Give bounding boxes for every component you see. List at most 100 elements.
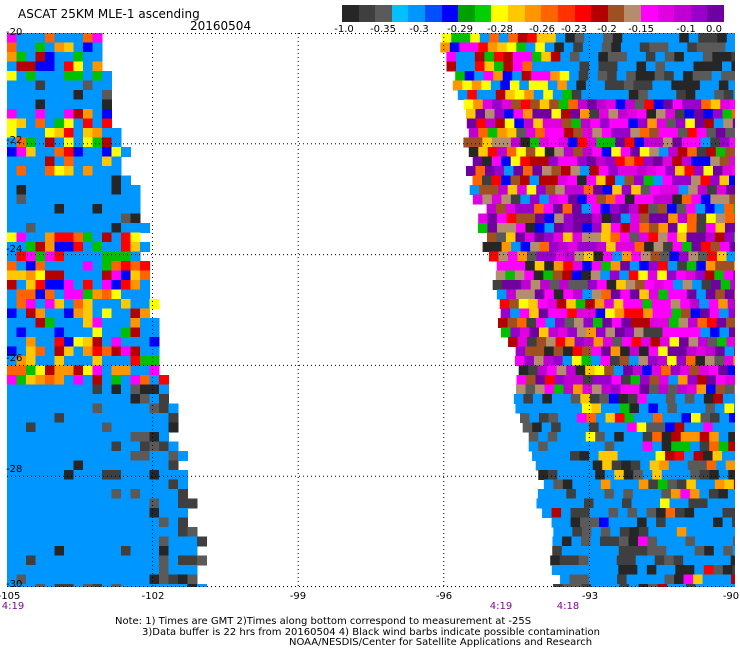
swath-cell (16, 375, 27, 385)
swath-cell (718, 299, 729, 309)
swath-cell (629, 289, 640, 300)
swath-cell (102, 337, 112, 347)
swath-cell (26, 52, 36, 62)
swath-cell (543, 204, 554, 214)
swath-cell (586, 327, 597, 338)
swath-cell (611, 128, 622, 138)
swath-cell (556, 489, 567, 499)
swath-cell (696, 346, 707, 357)
swath-cell (92, 33, 103, 43)
swath-cell (130, 337, 141, 347)
swath-cell (102, 394, 112, 404)
swath-cell (719, 175, 730, 186)
swath-cell (577, 413, 588, 423)
swath-cell (465, 109, 476, 119)
swath-cell (551, 166, 562, 176)
swath-cell (73, 394, 84, 404)
swath-cell (73, 517, 84, 528)
swath-cell (102, 166, 112, 176)
swath-cell (642, 489, 653, 499)
swath-cell (529, 175, 540, 186)
swath-cell (178, 451, 188, 461)
swath-cell (521, 71, 532, 81)
swath-cell (536, 185, 547, 195)
swath-cell (149, 536, 160, 547)
swath-cell (102, 546, 112, 556)
swath-cell (676, 403, 687, 414)
swath-cell (609, 536, 620, 547)
swath-cell (64, 251, 74, 262)
swath-cell (16, 109, 27, 119)
swath-cell (466, 118, 477, 129)
swath-cell (639, 223, 650, 233)
swath-cell (83, 128, 93, 138)
swath-cell (528, 432, 539, 442)
swath-cell (669, 498, 680, 509)
swath-cell (585, 80, 596, 91)
swath-cell (16, 52, 27, 62)
swath-cell (621, 251, 632, 262)
swath-cell (646, 422, 657, 433)
swath-cell (686, 223, 697, 233)
swath-cell (714, 90, 725, 100)
swath-cell (650, 251, 661, 262)
swath-cell (197, 536, 207, 547)
swath-cell (45, 489, 55, 499)
swath-cell (685, 536, 696, 547)
lon-label: -99 (289, 591, 307, 602)
swath-cell (7, 413, 17, 423)
swath-cell (178, 489, 188, 499)
swath-cell (634, 137, 645, 148)
swath-cell (16, 299, 27, 309)
swath-cell (668, 213, 679, 224)
swath-cell (506, 128, 517, 138)
swath-cell (696, 128, 707, 138)
swath-cell (64, 365, 74, 376)
swath-cell (589, 394, 600, 404)
swath-cell (111, 441, 122, 452)
swath-cell (671, 432, 682, 442)
swath-cell (695, 90, 706, 100)
swath-cell (35, 156, 46, 167)
swath-cell (35, 365, 46, 376)
swath-cell (474, 71, 485, 81)
colorbar-swatch (707, 5, 725, 22)
swath-cell (73, 156, 84, 167)
swath-cell (715, 128, 726, 138)
swath-cell (16, 156, 27, 167)
swath-cell (456, 61, 467, 72)
swath-cell (514, 90, 525, 100)
colorbar-swatch (342, 5, 359, 22)
swath-cell (83, 517, 93, 528)
swath-cell (102, 137, 112, 148)
swath-cell (140, 403, 150, 414)
swath-cell (54, 498, 65, 509)
swath-cell (529, 137, 540, 148)
swath-cell (684, 508, 695, 518)
swath-cell (681, 327, 692, 338)
swath-cell (178, 536, 188, 547)
swath-cell (563, 384, 574, 395)
swath-cell (520, 175, 531, 186)
swath-cell (26, 517, 36, 528)
swath-cell (187, 555, 198, 566)
swath-cell (575, 365, 586, 376)
swath-cell (45, 565, 55, 575)
swath-cell (7, 346, 17, 357)
swath-cell (675, 565, 686, 575)
swath-cell (567, 194, 578, 205)
swath-cell (92, 204, 103, 214)
swath-cell (702, 71, 713, 81)
swath-cell (54, 175, 65, 186)
swath-cell (64, 432, 74, 442)
swath-cell (7, 33, 17, 43)
swath-cell (544, 147, 555, 157)
swath-cell (7, 489, 17, 499)
swath-cell (683, 71, 694, 81)
swath-cell (7, 118, 17, 129)
swath-cell (45, 232, 55, 243)
swath-cell (599, 118, 610, 129)
swath-cell (613, 299, 624, 309)
swath-cell (620, 147, 631, 157)
swath-cell (628, 356, 639, 366)
